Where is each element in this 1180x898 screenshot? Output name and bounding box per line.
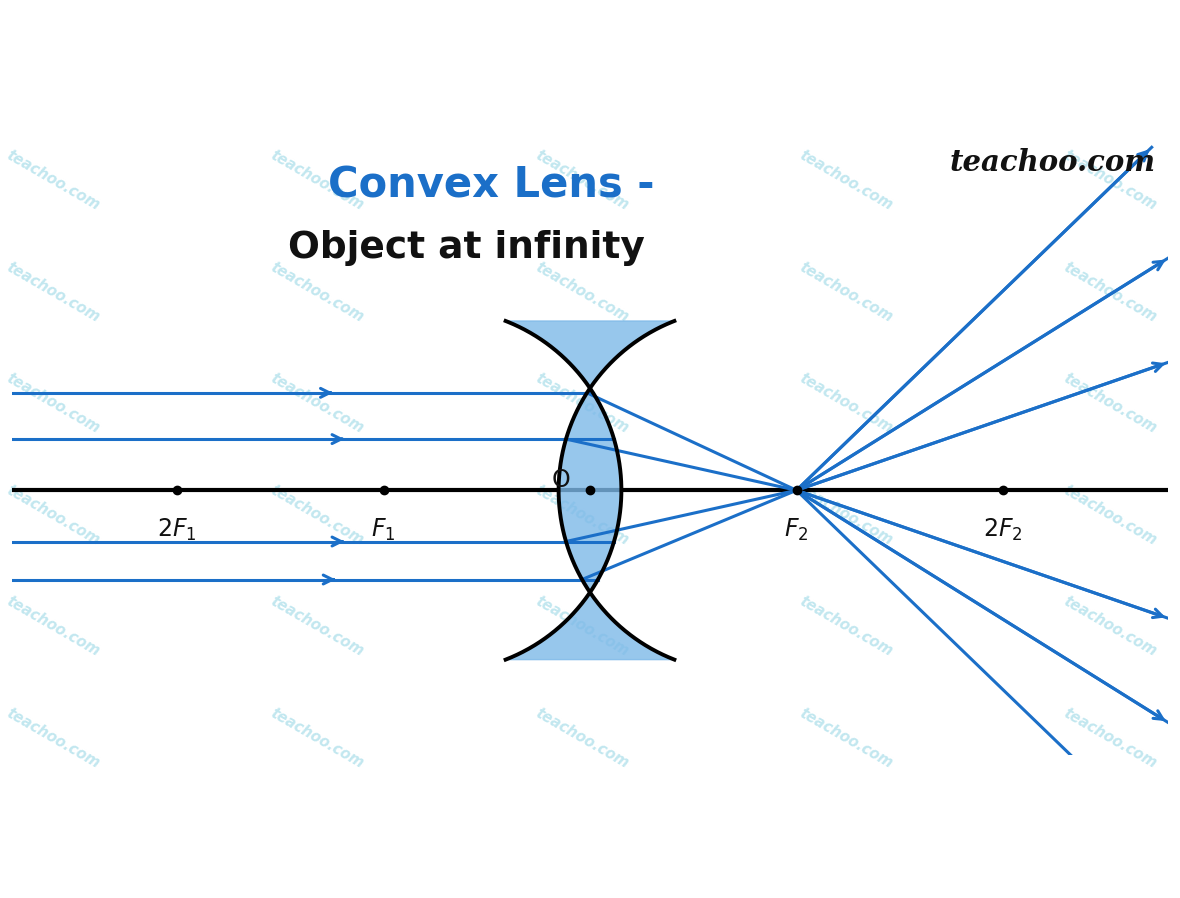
- Text: teachoo.com: teachoo.com: [532, 371, 631, 436]
- Text: teachoo.com: teachoo.com: [1061, 594, 1160, 659]
- Text: teachoo.com: teachoo.com: [268, 371, 367, 436]
- Polygon shape: [505, 321, 675, 660]
- Text: $F_2$: $F_2$: [785, 516, 808, 543]
- Text: teachoo.com: teachoo.com: [1061, 705, 1160, 770]
- Text: teachoo.com: teachoo.com: [532, 594, 631, 659]
- Text: teachoo.com: teachoo.com: [796, 594, 896, 659]
- Text: O: O: [552, 469, 570, 492]
- Text: teachoo.com: teachoo.com: [4, 260, 103, 325]
- Text: Convex Lens -: Convex Lens -: [328, 164, 654, 206]
- Text: teachoo.com: teachoo.com: [532, 705, 631, 770]
- Text: teachoo.com: teachoo.com: [532, 260, 631, 325]
- Text: teachoo.com: teachoo.com: [4, 371, 103, 436]
- Text: teachoo.com: teachoo.com: [1061, 482, 1160, 548]
- Text: teachoo.com: teachoo.com: [796, 482, 896, 548]
- Text: teachoo.com: teachoo.com: [4, 482, 103, 548]
- Text: teachoo.com: teachoo.com: [796, 371, 896, 436]
- Text: teachoo.com: teachoo.com: [4, 148, 103, 214]
- Text: $F_1$: $F_1$: [372, 516, 395, 543]
- Text: teachoo.com: teachoo.com: [796, 148, 896, 214]
- Text: $2F_1$: $2F_1$: [157, 516, 197, 543]
- Text: teachoo.com: teachoo.com: [1061, 260, 1160, 325]
- Text: teachoo.com: teachoo.com: [4, 705, 103, 770]
- Text: teachoo.com: teachoo.com: [1061, 371, 1160, 436]
- Text: Object at infinity: Object at infinity: [288, 230, 644, 266]
- Text: teachoo.com: teachoo.com: [950, 147, 1155, 177]
- Text: teachoo.com: teachoo.com: [796, 705, 896, 770]
- Text: teachoo.com: teachoo.com: [532, 482, 631, 548]
- Text: $2F_2$: $2F_2$: [983, 516, 1023, 543]
- Text: teachoo.com: teachoo.com: [268, 482, 367, 548]
- Text: teachoo.com: teachoo.com: [268, 260, 367, 325]
- Text: teachoo.com: teachoo.com: [532, 148, 631, 214]
- Text: teachoo.com: teachoo.com: [796, 260, 896, 325]
- Text: teachoo.com: teachoo.com: [1061, 148, 1160, 214]
- Text: teachoo.com: teachoo.com: [268, 148, 367, 214]
- Text: teachoo.com: teachoo.com: [268, 594, 367, 659]
- Text: teachoo.com: teachoo.com: [4, 594, 103, 659]
- Text: teachoo.com: teachoo.com: [268, 705, 367, 770]
